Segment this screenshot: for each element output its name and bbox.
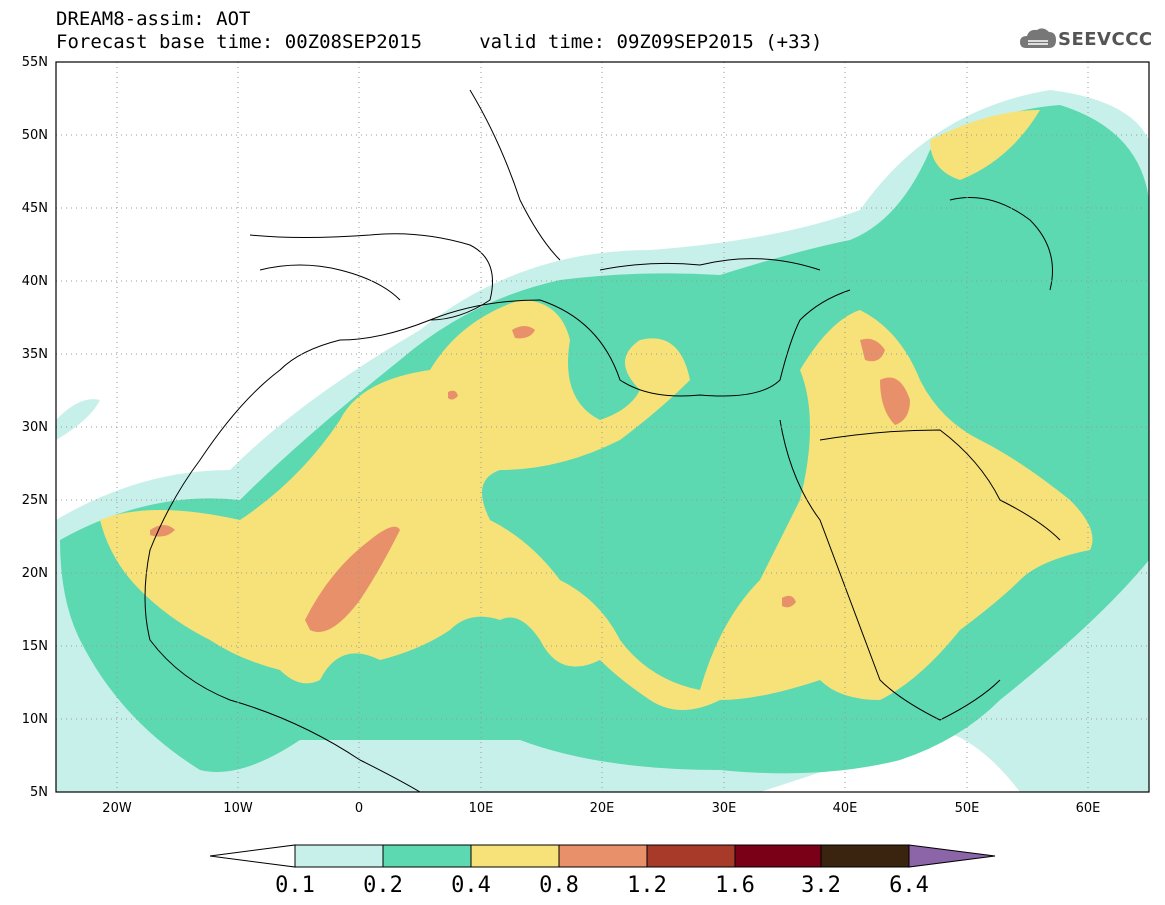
colorbar-label: 0.4: [451, 873, 491, 898]
lat-label: 5N: [30, 785, 48, 800]
colorbar-segment: [646, 844, 736, 868]
lon-label: 0: [355, 801, 363, 816]
aot-contour-0.8: [150, 326, 910, 632]
lat-labels: 55N 50N 45N 40N 35N 30N 25N 20N 15N 10N …: [22, 55, 48, 800]
lon-label: 10W: [223, 801, 253, 816]
lon-label: 40E: [833, 801, 858, 816]
colorbar-label: 6.4: [889, 873, 929, 898]
lon-label: 60E: [1076, 801, 1101, 816]
lat-label: 10N: [22, 712, 48, 727]
lat-label: 30N: [22, 420, 48, 435]
map-frame: [55, 61, 1150, 793]
colorbar-segment: [558, 844, 648, 868]
forecast-time-line: Forecast base time: 00Z08SEP2015 valid t…: [56, 31, 823, 53]
lon-label: 20W: [102, 801, 132, 816]
colorbar-labels: 0.1 0.2 0.4 0.8 1.2 1.6 3.2 6.4: [275, 873, 929, 898]
lat-label: 50N: [22, 128, 48, 143]
colorbar-label: 0.1: [275, 873, 315, 898]
colorbar-segment: [908, 844, 996, 868]
colorbar-label: 3.2: [801, 873, 841, 898]
colorbar-label: 1.6: [715, 873, 755, 898]
colorbar-label: 0.2: [363, 873, 403, 898]
colorbar-segment: [470, 844, 560, 868]
grid: [56, 62, 1149, 792]
colorbar-label: 1.2: [627, 873, 667, 898]
lon-label: 50E: [955, 801, 980, 816]
logo-text: SEEVCCC: [1058, 29, 1153, 50]
lon-label: 20E: [590, 801, 615, 816]
colorbar-segment: [382, 844, 472, 868]
lat-label: 40N: [22, 274, 48, 289]
colorbar-segment: [820, 844, 910, 868]
lon-label: 30E: [712, 801, 737, 816]
colorbar-segment: [294, 844, 384, 868]
lat-label: 55N: [22, 55, 48, 70]
lat-label: 35N: [22, 347, 48, 362]
lat-label: 15N: [22, 639, 48, 654]
cloud-icon: [1020, 28, 1056, 48]
coastlines: [144, 89, 1061, 792]
lon-labels: 20W 10W 0 10E 20E 30E 40E 50E 60E: [102, 801, 1100, 816]
colorbar: [209, 844, 996, 868]
lat-label: 20N: [22, 566, 48, 581]
lon-label: 10E: [469, 801, 494, 816]
map-title: DREAM8-assim: AOT: [56, 8, 251, 30]
colorbar-segment: [209, 844, 296, 868]
lat-label: 45N: [22, 201, 48, 216]
aot-field: [56, 90, 1149, 792]
colorbar-label: 0.8: [539, 873, 579, 898]
colorbar-segment: [734, 844, 822, 868]
lat-label: 25N: [22, 493, 48, 508]
